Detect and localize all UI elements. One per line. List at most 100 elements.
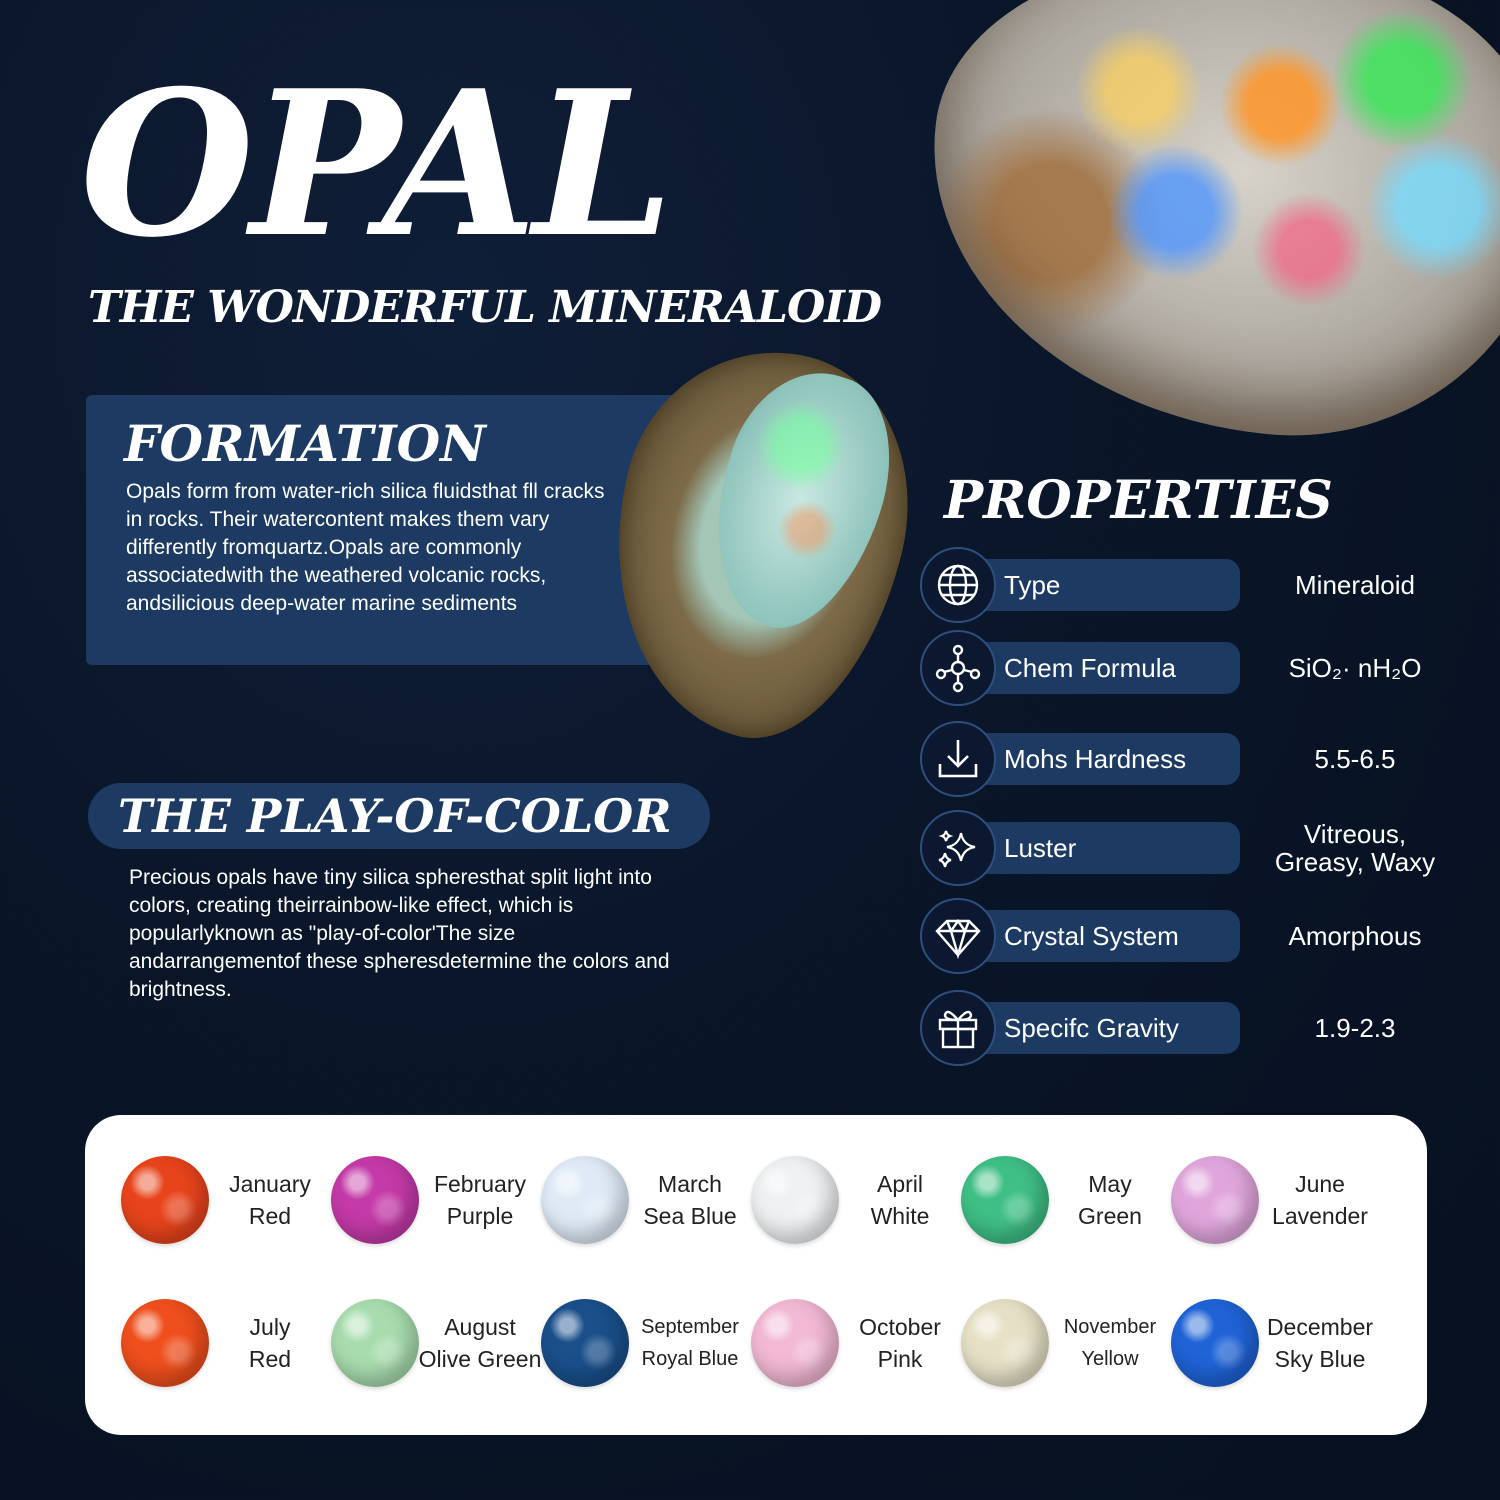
birthstone-gem — [331, 1156, 419, 1244]
property-value: Mineraloid — [1295, 570, 1415, 600]
birthstone-color: Red — [248, 1203, 292, 1229]
molecule-icon — [920, 630, 996, 706]
download-icon — [920, 721, 996, 797]
birthstone-label: January Red — [209, 1150, 331, 1250]
birthstone-month: May — [1088, 1171, 1132, 1197]
property-bar — [958, 910, 1240, 962]
property-label: Chem Formula — [1004, 653, 1176, 683]
properties-heading: PROPERTIES — [944, 470, 1333, 531]
property-bar — [958, 733, 1240, 785]
birthstone-month: January — [229, 1171, 311, 1197]
birthstone-month: July — [249, 1314, 291, 1340]
opal-stone-photo — [907, 0, 1500, 462]
birthstone-gem — [121, 1299, 209, 1387]
birthstone-label: March Sea Blue — [629, 1150, 751, 1250]
property-label: Type — [1004, 570, 1061, 600]
property-row-mohs-hardness: Mohs Hardness 5.5-6.5 — [920, 721, 1460, 797]
birthstone-month: June — [1295, 1171, 1345, 1197]
property-bar — [958, 642, 1240, 694]
diamond-icon — [920, 898, 996, 974]
property-row-luster: Luster Vitreous, Greasy, Waxy — [920, 810, 1460, 886]
formation-panel — [86, 395, 706, 665]
birthstone-gem — [961, 1156, 1049, 1244]
property-bar — [958, 822, 1240, 874]
birthstone-color: Lavender — [1272, 1203, 1368, 1229]
birthstone-gem — [121, 1156, 209, 1244]
birthstone-item: August Olive Green — [331, 1293, 541, 1393]
property-label: Crystal System — [1004, 921, 1179, 951]
birthstone-label: November Yellow — [1049, 1293, 1171, 1393]
birthstone-label: August Olive Green — [418, 1293, 542, 1393]
birthstone-item: May Green — [961, 1150, 1171, 1250]
birthstone-color: Olive Green — [418, 1346, 542, 1372]
property-value: Amorphous — [1288, 921, 1422, 951]
birthstone-label: April White — [839, 1150, 961, 1250]
birthstone-month: March — [658, 1171, 722, 1197]
birthstone-gem — [541, 1299, 629, 1387]
birthstone-label: December Sky Blue — [1259, 1293, 1381, 1393]
play-of-color-heading: THE PLAY-OF-COLOR — [118, 789, 672, 843]
birthstone-color: White — [870, 1203, 930, 1229]
birthstone-month: September — [641, 1316, 739, 1338]
property-row-type: Type Mineraloid — [920, 547, 1460, 623]
birthstone-color: Royal Blue — [641, 1348, 739, 1370]
birthstone-gem — [751, 1299, 839, 1387]
sparkle-icon — [920, 810, 996, 886]
birthstone-label: September Royal Blue — [629, 1293, 751, 1393]
birthstone-month: February — [433, 1171, 527, 1197]
property-value: 5.5-6.5 — [1314, 744, 1396, 774]
formation-text: Opals form from water-rich silica fluids… — [126, 480, 605, 615]
birthstone-month: August — [444, 1314, 516, 1340]
birthstone-color: Pink — [877, 1346, 923, 1372]
birthstone-item: September Royal Blue — [541, 1293, 751, 1393]
property-label: Luster — [1004, 833, 1077, 863]
birthstone-color: Sky Blue — [1274, 1346, 1366, 1372]
birthstone-label: July Red — [209, 1293, 331, 1393]
birthstone-gem — [541, 1156, 629, 1244]
play-of-color-pill — [88, 783, 710, 849]
page-subtitle: THE WONDERFUL MINERALOID — [88, 282, 882, 333]
birthstone-gem — [751, 1156, 839, 1244]
property-value: 1.9-2.3 — [1314, 1013, 1396, 1043]
property-label: Mohs Hardness — [1004, 744, 1187, 774]
birthstone-item: February Purple — [331, 1150, 541, 1250]
birthstone-color: Yellow — [1081, 1348, 1139, 1370]
birthstone-item: January Red — [121, 1150, 331, 1250]
birthstone-item: April White — [751, 1150, 961, 1250]
birthstone-color: Green — [1078, 1203, 1142, 1229]
birthstone-item: December Sky Blue — [1171, 1293, 1381, 1393]
birthstone-label: May Green — [1049, 1150, 1171, 1250]
birthstone-month: April — [876, 1171, 923, 1197]
property-value: Vitreous, Greasy, Waxy — [1274, 819, 1436, 877]
birthstone-color: Sea Blue — [643, 1203, 737, 1229]
birthstone-item: October Pink — [751, 1293, 961, 1393]
birthstone-label: June Lavender — [1259, 1150, 1381, 1250]
birthstone-color: Red — [248, 1346, 292, 1372]
birthstone-gem — [961, 1299, 1049, 1387]
birthstone-month: November — [1063, 1316, 1157, 1338]
play-of-color-text: Precious opals have tiny silica spherest… — [129, 866, 670, 1001]
property-value: SiO₂· nH₂O — [1288, 653, 1422, 683]
globe-icon — [920, 547, 996, 623]
property-label: Specifc Gravity — [1004, 1013, 1179, 1043]
birthstone-item: November Yellow — [961, 1293, 1171, 1393]
birthstone-item: June Lavender — [1171, 1150, 1381, 1250]
birthstone-gem — [1171, 1299, 1259, 1387]
property-row-chem-formula: Chem Formula SiO₂· nH₂O — [920, 630, 1460, 706]
birthstone-color: Purple — [446, 1203, 514, 1229]
formation-heading: FORMATION — [124, 414, 486, 473]
birthstone-gem — [1171, 1156, 1259, 1244]
birthstone-item: July Red — [121, 1293, 331, 1393]
gift-icon — [920, 990, 996, 1066]
property-bar — [958, 559, 1240, 611]
birthstone-month: October — [859, 1314, 941, 1340]
birthstone-label: February Purple — [419, 1150, 541, 1250]
birthstone-label: October Pink — [839, 1293, 961, 1393]
page-title: OPAL — [80, 47, 674, 282]
birthstone-gem — [331, 1299, 419, 1387]
property-row-crystal-system: Crystal System Amorphous — [920, 898, 1460, 974]
property-bar — [958, 1002, 1240, 1054]
property-row-specific-gravity: Specifc Gravity 1.9-2.3 — [920, 990, 1460, 1066]
birthstone-item: March Sea Blue — [541, 1150, 751, 1250]
birthstone-month: December — [1266, 1314, 1374, 1340]
